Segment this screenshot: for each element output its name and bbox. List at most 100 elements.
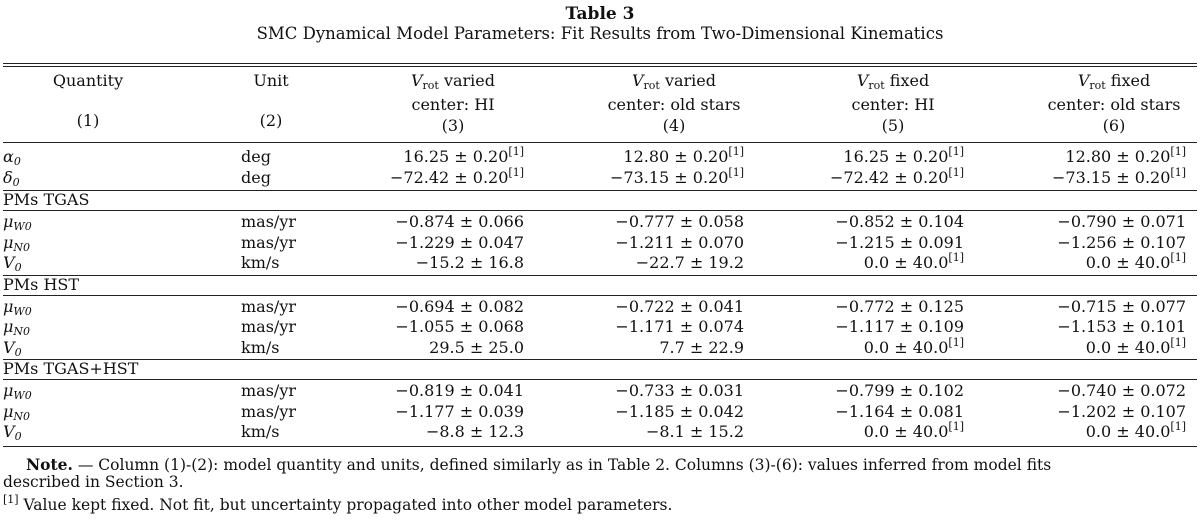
value-top1-col4: −73.15 ± 0.20[1]: [609, 166, 744, 187]
value-top0-col3: 16.25 ± 0.20[1]: [403, 145, 524, 166]
column-header-3: Vrot varied center: HI (3): [410, 71, 495, 135]
note-text-1: — Column (1)-(2): model quantity and uni…: [72, 456, 1052, 474]
value-s2r1-col6: −1.202 ± 0.107: [1057, 401, 1186, 421]
value-s2r2-col6: 0.0 ± 40.0[1]: [1085, 420, 1186, 441]
value-top0-col6: 12.80 ± 0.20[1]: [1065, 145, 1186, 166]
footnote-ref: [1]: [1170, 420, 1186, 433]
quantity-top1: δ0: [3, 168, 20, 189]
unit-s2r0: mas/yr: [241, 381, 296, 400]
value-s2r2-col3: −8.8 ± 12.3: [425, 422, 524, 441]
value-s2r2-col5: 0.0 ± 40.0[1]: [863, 420, 964, 441]
section-rule: [3, 359, 1197, 360]
value-top0-col5: 16.25 ± 0.20[1]: [843, 145, 964, 166]
top-rule-1: [3, 63, 1197, 64]
value-s2r0-col3: −0.819 ± 0.041: [395, 381, 524, 400]
value-s1r2-col4: 7.7 ± 22.9: [659, 337, 744, 357]
value-s1r2-col3: 29.5 ± 25.0: [429, 337, 524, 357]
quantity-top0: α0: [3, 147, 21, 168]
value-s0r0-col3: −0.874 ± 0.066: [395, 212, 524, 231]
value-s0r2-col6: 0.0 ± 40.0[1]: [1085, 251, 1186, 272]
value-s2r2-col4: −8.1 ± 15.2: [645, 422, 744, 441]
footnote-ref: [1]: [1170, 145, 1186, 158]
unit-s0r0: mas/yr: [241, 212, 296, 231]
quantity-s2r1: μN0: [3, 401, 31, 423]
section-rule: [3, 274, 1197, 276]
unit-s1r1: mas/yr: [241, 317, 296, 336]
value-top0-col4: 12.80 ± 0.20[1]: [623, 145, 744, 166]
bottom-rule: [3, 446, 1197, 447]
table-subtitle: SMC Dynamical Model Parameters: Fit Resu…: [256, 24, 944, 43]
quantity-s2r2: V0: [3, 422, 22, 443]
footnote-text: Value kept fixed. Not fit, but uncertain…: [18, 496, 673, 514]
value-s1r2-col6: 0.0 ± 40.0[1]: [1085, 335, 1186, 357]
footnote-ref: [1]: [728, 145, 744, 158]
value-s1r2-col5: 0.0 ± 40.0[1]: [863, 335, 964, 357]
unit-top1: deg: [241, 168, 271, 187]
value-s1r0-col5: −0.772 ± 0.125: [835, 296, 964, 316]
column-header-5: Vrot fixed center: HI (5): [851, 71, 935, 135]
value-top1-col6: −73.15 ± 0.20[1]: [1051, 166, 1186, 187]
value-s0r2-col3: −15.2 ± 16.8: [415, 253, 524, 272]
unit-s0r2: km/s: [241, 253, 280, 272]
unit-s2r2: km/s: [241, 422, 280, 441]
section-label: PMs TGAS: [3, 190, 90, 209]
value-top1-col3: −72.42 ± 0.20[1]: [389, 166, 524, 187]
value-s1r0-col6: −0.715 ± 0.077: [1057, 296, 1186, 316]
value-s0r0-col4: −0.777 ± 0.058: [615, 212, 744, 231]
section-rule: [3, 210, 1197, 211]
footnote-ref: [1]: [1170, 166, 1186, 179]
value-s0r1-col4: −1.211 ± 0.070: [615, 232, 744, 252]
footnote-ref: [1]: [948, 166, 964, 179]
value-s2r1-col5: −1.164 ± 0.081: [835, 401, 964, 421]
value-s1r1-col5: −1.117 ± 0.109: [835, 317, 964, 336]
note-label: Note.: [26, 455, 73, 474]
unit-s0r1: mas/yr: [241, 232, 296, 252]
table-note-line2: described in Section 3.: [3, 473, 184, 491]
footnote-ref: [1]: [948, 251, 964, 264]
value-s2r0-col6: −0.740 ± 0.072: [1057, 381, 1186, 400]
value-s0r2-col4: −22.7 ± 19.2: [635, 253, 744, 272]
value-s1r1-col6: −1.153 ± 0.101: [1057, 317, 1186, 336]
quantity-s0r1: μN0: [3, 232, 31, 254]
value-s2r0-col5: −0.799 ± 0.102: [835, 381, 964, 400]
footnote-ref: [1]: [728, 166, 744, 179]
footnote-1: [1] Value kept fixed. Not fit, but uncer…: [3, 494, 673, 515]
column-header-2: Unit (2): [253, 71, 289, 130]
section-rule: [3, 294, 1197, 296]
quantity-s1r0: μW0: [3, 296, 32, 318]
value-s1r1-col4: −1.171 ± 0.074: [615, 317, 744, 336]
value-s0r1-col6: −1.256 ± 0.107: [1057, 232, 1186, 252]
value-s1r0-col4: −0.722 ± 0.041: [615, 296, 744, 316]
unit-s1r2: km/s: [241, 337, 280, 357]
value-s1r0-col3: −0.694 ± 0.082: [395, 296, 524, 316]
value-s0r1-col3: −1.229 ± 0.047: [395, 232, 524, 252]
unit-top0: deg: [241, 147, 271, 166]
value-s0r0-col5: −0.852 ± 0.104: [835, 212, 964, 231]
unit-s2r1: mas/yr: [241, 401, 296, 421]
quantity-s1r1: μN0: [3, 317, 31, 338]
footnote-ref: [1]: [508, 166, 524, 179]
footnote-ref: [1]: [948, 420, 964, 433]
section-label: PMs TGAS+HST: [3, 359, 139, 378]
value-top1-col5: −72.42 ± 0.20[1]: [829, 166, 964, 187]
quantity-s2r0: μW0: [3, 381, 32, 402]
top-rule-2: [3, 66, 1197, 67]
column-header-4: Vrot varied center: old stars (4): [607, 71, 741, 135]
unit-s1r0: mas/yr: [241, 296, 296, 316]
section-label: PMs HST: [3, 274, 80, 294]
value-s2r0-col4: −0.733 ± 0.031: [615, 381, 744, 400]
value-s0r1-col5: −1.215 ± 0.091: [835, 232, 964, 252]
value-s2r1-col3: −1.177 ± 0.039: [395, 401, 524, 421]
table-title: Table 3: [565, 4, 635, 24]
footnote-ref: [1]: [948, 335, 964, 349]
quantity-s1r2: V0: [3, 337, 22, 359]
footnote-ref: [1]: [1170, 335, 1186, 349]
table-note-line1: Note. — Column (1)-(2): model quantity a…: [26, 455, 1051, 475]
value-s0r0-col6: −0.790 ± 0.071: [1057, 212, 1186, 231]
column-header-1: Quantity (1): [52, 71, 124, 130]
value-s2r1-col4: −1.185 ± 0.042: [615, 401, 744, 421]
header-rule: [3, 142, 1197, 143]
footnote-ref: [1]: [1170, 251, 1186, 264]
value-s1r1-col3: −1.055 ± 0.068: [395, 317, 524, 336]
